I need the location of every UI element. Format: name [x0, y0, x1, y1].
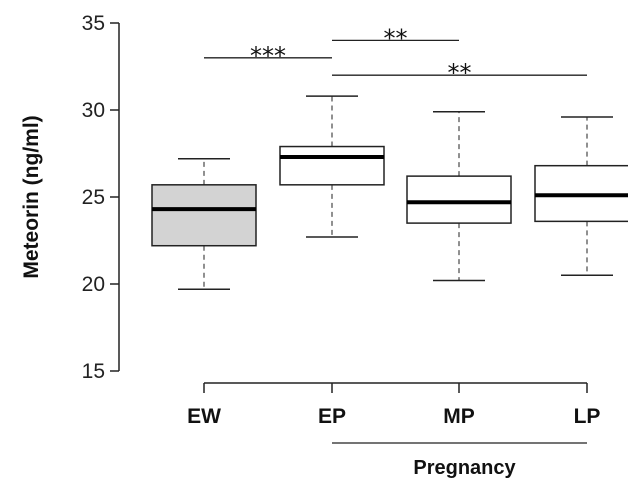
box-EP [279, 95, 385, 238]
axes: 15 20 25 30 35 [82, 12, 120, 383]
y-tick-label-20: 20 [82, 273, 105, 296]
sig-label-EW-EP: *** [250, 42, 286, 70]
box-MP [406, 110, 512, 282]
y-tick-label-25: 25 [82, 186, 105, 209]
sig-label-EP-LP: ** [448, 59, 472, 87]
x-tick-label-EW: EW [187, 405, 221, 428]
x-tick-label-LP: LP [574, 405, 601, 428]
significance-brackets: ******* [204, 24, 587, 87]
iqr-box-MP [406, 175, 512, 224]
y-tick-label-15: 15 [82, 360, 105, 383]
box-EW [151, 157, 257, 290]
y-axis-label: Meteorin (ng/ml) [20, 115, 43, 278]
x-axis: EW EP MP LP [187, 382, 601, 444]
boxes [151, 95, 628, 290]
y-tick-label-35: 35 [82, 12, 105, 35]
y-tick-label-30: 30 [82, 99, 105, 122]
sig-label-EP-MP: ** [384, 24, 408, 52]
group-label-pregnancy: Pregnancy [413, 457, 516, 479]
x-tick-label-EP: EP [318, 405, 346, 428]
box-LP [534, 116, 628, 277]
iqr-box-EP [279, 145, 385, 186]
x-tick-label-MP: MP [443, 405, 475, 428]
iqr-box-EW [151, 184, 257, 247]
